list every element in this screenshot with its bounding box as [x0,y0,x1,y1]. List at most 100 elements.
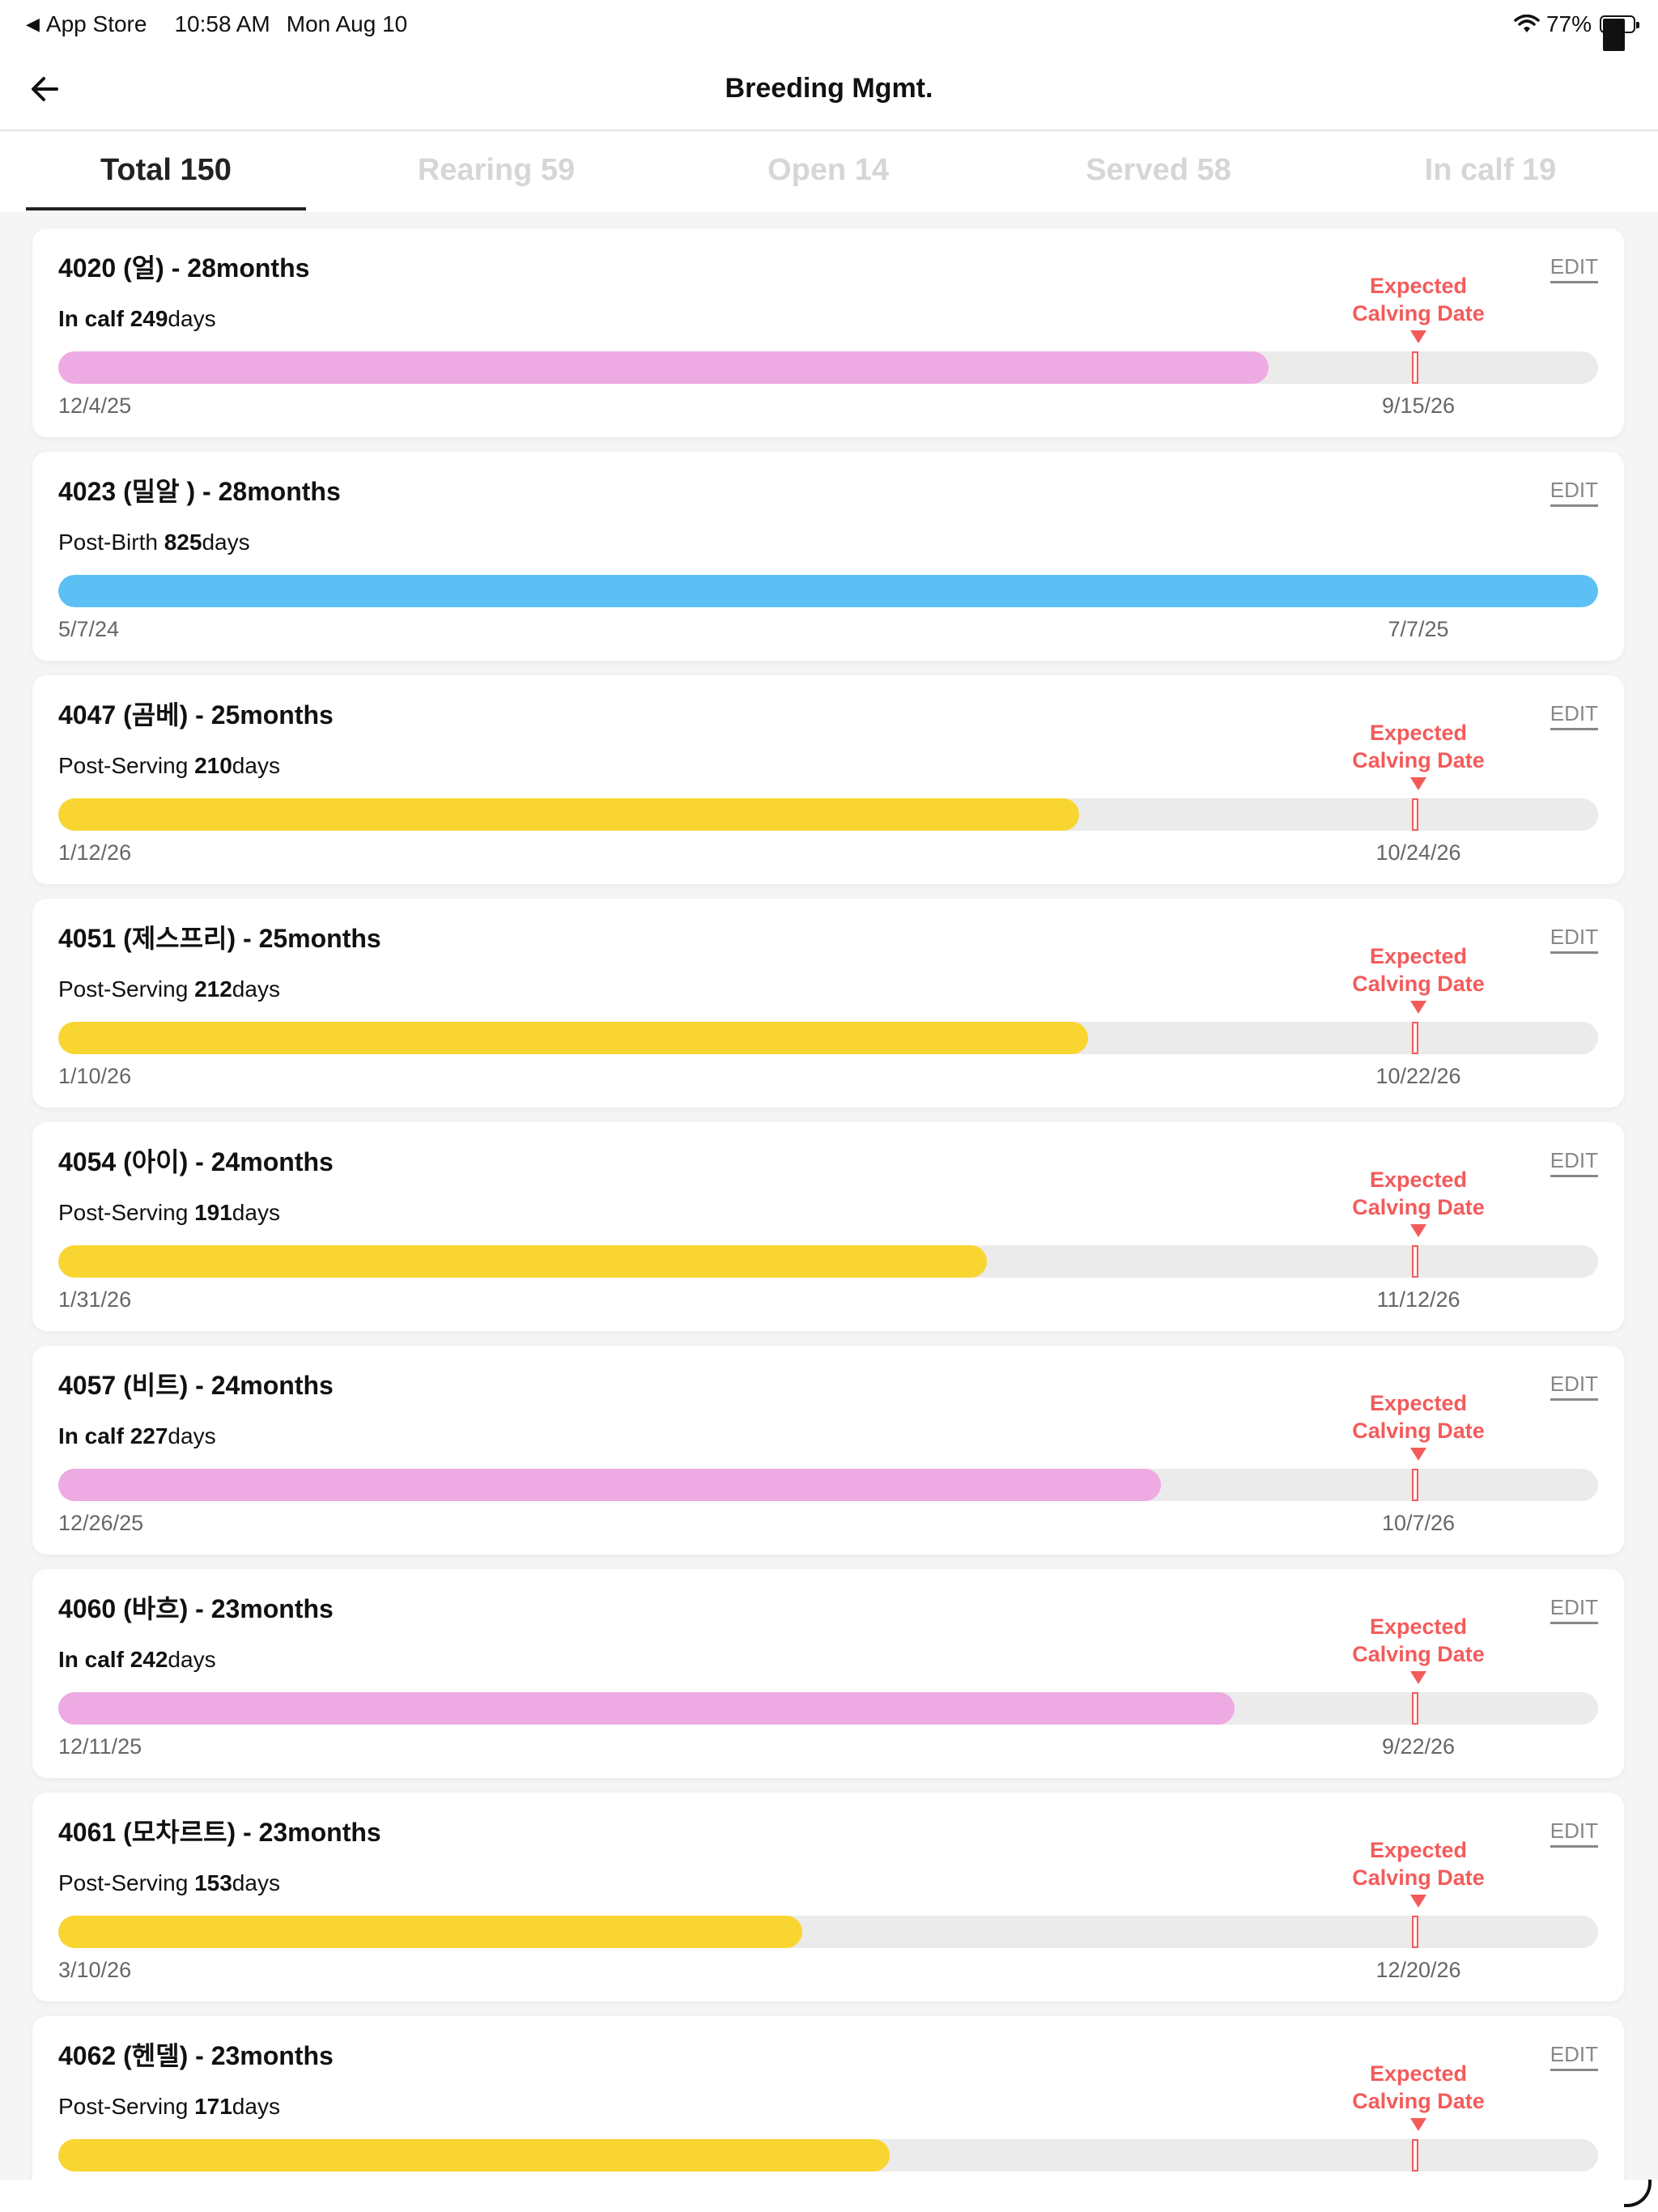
progress-fill [58,798,1080,831]
animal-card[interactable]: 4020 (얼) - 28months In calf 249days EDIT Ex… [32,228,1624,437]
days-suffix: days [232,1870,280,1895]
expected-calving-label: Expected Calving Date [1329,1166,1507,1221]
progress-track [58,1916,1598,1948]
expected-arrow-icon [1410,1671,1426,1684]
animal-card[interactable]: 4051 (제스프리) - 25months Post-Serving 212da… [32,899,1624,1108]
edit-button[interactable]: EDIT [1550,1148,1598,1177]
progress-track [58,575,1598,607]
animal-status: Post-Serving 153days [58,1870,280,1896]
end-date: 12/20/26 [1375,1958,1461,1982]
animal-card[interactable]: 4054 (아이) - 24months Post-Serving 191days… [32,1122,1624,1331]
expected-calving-label: Expected Calving Date [1329,272,1507,327]
status-label: Post-Serving [58,2094,189,2119]
expected-label-line1: Expected [1369,1391,1468,1415]
expected-calving-label: Expected Calving Date [1329,942,1507,998]
animal-card[interactable]: 4057 (비트) - 24months In calf 227days EDIT E… [32,1346,1624,1555]
start-date: 12/4/25 [58,393,132,418]
status-label: Post-Serving [58,753,189,778]
tab-bar: Total 150 Rearing 59 Open 14 Served 58 I… [0,131,1658,212]
animal-title: 4054 (아이) - 24months [58,1147,334,1176]
calving-date-marker [1412,1022,1418,1054]
status-days: 212 [194,976,232,1002]
status-days: 210 [194,753,232,778]
end-date: 9/15/26 [1381,393,1456,418]
breeding-list[interactable]: 4020 (얼) - 28months In calf 249days EDIT Ex… [0,212,1658,2180]
progress-fill [58,1469,1161,1501]
days-suffix: days [232,2094,280,2119]
edit-button[interactable]: EDIT [1550,1372,1598,1401]
tab-served[interactable]: Served 58 [1086,153,1231,187]
start-date: 12/11/25 [58,1734,142,1759]
edit-button[interactable]: EDIT [1550,478,1598,507]
expected-arrow-icon [1410,1895,1426,1908]
end-date: 10/24/26 [1375,840,1461,865]
expected-arrow-icon [1410,330,1426,343]
nav-bar: Breeding Mgmt. [0,49,1658,131]
expected-label-line2: Calving Date [1352,1642,1485,1666]
days-suffix: days [232,753,280,778]
days-suffix: days [168,306,216,331]
edit-button[interactable]: EDIT [1550,925,1598,954]
expected-arrow-icon [1410,1001,1426,1014]
progress-fill [58,2139,891,2172]
progress-track [58,798,1598,831]
status-label: Post-Serving [58,976,189,1002]
expected-label-line1: Expected [1369,1614,1468,1639]
status-days: 171 [194,2094,232,2119]
animal-title: 4061 (모차르트) - 23months [58,1818,381,1847]
status-label: In calf [58,1647,124,1672]
tab-rearing[interactable]: Rearing 59 [417,153,576,187]
wifi-icon [1514,15,1540,32]
animal-title: 4060 (바흐) - 23months [58,1594,334,1623]
status-bar: ◀ App Store 10:58 AM Mon Aug 10 77% [0,0,1658,51]
animal-title: 4047 (곰베) - 25months [58,700,334,730]
calving-date-marker [1412,2139,1418,2172]
status-left: ◀ App Store 10:58 AM Mon Aug 10 [26,11,407,37]
expected-label-line1: Expected [1369,1838,1468,1862]
expected-label-line2: Calving Date [1352,972,1485,996]
animal-status: Post-Serving 210days [58,753,280,779]
start-date: 1/31/26 [58,1287,132,1312]
progress-track [58,2139,1598,2172]
expected-calving-label: Expected Calving Date [1329,2060,1507,2115]
expected-calving-label: Expected Calving Date [1329,1613,1507,1668]
expected-label-line2: Calving Date [1352,301,1485,325]
days-suffix: days [232,1200,280,1225]
animal-title: 4062 (헨델) - 23months [58,2041,334,2070]
progress-fill [58,1692,1235,1725]
expected-label-line1: Expected [1369,721,1468,745]
days-suffix: days [168,1647,216,1672]
start-date: 5/7/24 [58,617,120,641]
days-suffix: days [232,976,280,1002]
back-to-app-icon[interactable]: ◀ [26,14,40,34]
calving-date-marker [1412,1692,1418,1725]
animal-card[interactable]: 4060 (바흐) - 23months In calf 242days EDIT E… [32,1569,1624,1778]
status-days: 227 [130,1423,168,1448]
animal-card[interactable]: 4023 (밀알 ) - 28months Post-Birth 825days E… [32,452,1624,661]
status-right: 77% [1514,11,1639,51]
edit-button[interactable]: EDIT [1550,701,1598,730]
edit-button[interactable]: EDIT [1550,1819,1598,1848]
expected-arrow-icon [1410,1448,1426,1461]
edit-button[interactable]: EDIT [1550,1595,1598,1624]
edit-button[interactable]: EDIT [1550,254,1598,283]
end-date: 7/7/25 [1388,617,1449,641]
animal-title: 4051 (제스프리) - 25months [58,924,381,953]
progress-fill [58,1916,802,1948]
expected-label-line2: Calving Date [1352,748,1485,772]
expected-label-line1: Expected [1369,944,1468,968]
animal-status: Post-Serving 212days [58,976,280,1002]
animal-card[interactable]: 4047 (곰베) - 25months Post-Serving 210days… [32,675,1624,884]
tab-total[interactable]: Total 150 [26,131,306,211]
end-date: 10/22/26 [1375,1064,1461,1088]
tab-in-calf[interactable]: In calf 19 [1424,153,1557,187]
animal-status: Post-Birth 825days [58,530,250,555]
start-date: 12/26/25 [58,1511,144,1535]
edit-button[interactable]: EDIT [1550,2042,1598,2071]
tab-open[interactable]: Open 14 [767,153,889,187]
back-arrow-icon[interactable] [28,71,63,107]
animal-card[interactable]: 4062 (헨델) - 23months Post-Serving 171days… [32,2016,1624,2180]
status-label: Post-Birth [58,530,158,555]
back-app-label[interactable]: App Store [45,11,147,36]
animal-card[interactable]: 4061 (모차르트) - 23months Post-Serving 153da… [32,1793,1624,2001]
